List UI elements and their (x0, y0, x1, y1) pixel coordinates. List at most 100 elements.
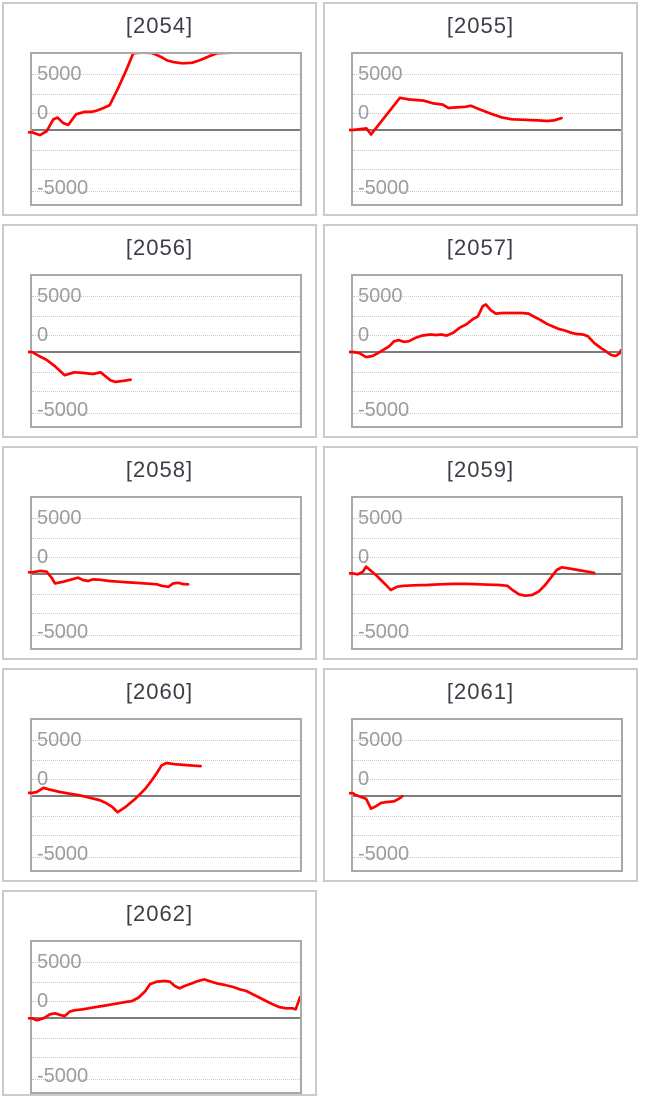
y-tick-label: -5000 (358, 399, 410, 421)
h-gridline (353, 779, 621, 780)
machine-chart-card: [2056] 5000 0 -5000 (2, 224, 317, 438)
h-gridline (353, 594, 621, 595)
h-gridline (353, 391, 621, 392)
y-tick-label: 5000 (37, 507, 82, 529)
h-gridline (32, 169, 300, 170)
zero-line (353, 351, 621, 353)
chart-title: [2059] (446, 457, 515, 482)
machine-chart-card: [2057] 5000 0 -5000 (323, 224, 638, 438)
h-gridline (32, 962, 300, 963)
y-tick-label: 5000 (358, 507, 403, 529)
y-tick-label: 5000 (358, 285, 403, 307)
h-gridline (32, 335, 300, 336)
h-gridline (32, 982, 300, 983)
trend-svg (349, 791, 404, 811)
chart-title: [2054] (125, 13, 194, 38)
y-tick-label: 0 (37, 990, 49, 1012)
plot-area: 5000 0 -5000 (349, 718, 623, 872)
y-tick-label: 5000 (37, 729, 82, 751)
zero-line (353, 129, 621, 131)
h-gridline (353, 150, 621, 151)
trend-svg (28, 761, 202, 814)
plot-area: 5000 0 -5000 (28, 52, 302, 206)
h-gridline (32, 760, 300, 761)
zero-line (32, 351, 300, 353)
trend-svg (349, 96, 563, 136)
h-gridline (32, 372, 300, 373)
h-gridline (353, 74, 621, 75)
h-gridline (353, 740, 621, 741)
trend-line (349, 565, 596, 598)
h-gridline (353, 296, 621, 297)
h-gridline (32, 538, 300, 539)
h-gridline (32, 113, 300, 114)
trend-line (28, 350, 132, 384)
plot-area: 5000 0 -5000 (28, 718, 302, 872)
h-gridline (32, 835, 300, 836)
chart-title: [2056] (125, 235, 194, 260)
chart-title: [2061] (446, 679, 515, 704)
machine-chart-card: [2061] 5000 0 -5000 (323, 668, 638, 882)
plot-area: 5000 0 -5000 (28, 940, 302, 1094)
y-tick-label: -5000 (37, 1065, 89, 1087)
machine-chart-card: [2055] 5000 0 -5000 (323, 2, 638, 216)
chart-title: [2058] (125, 457, 194, 482)
h-gridline (353, 538, 621, 539)
trend-svg (28, 569, 190, 589)
trend-line (28, 569, 190, 589)
h-gridline (353, 557, 621, 558)
plot-area: 5000 0 -5000 (28, 274, 302, 428)
h-gridline (32, 594, 300, 595)
y-tick-label: -5000 (358, 177, 410, 199)
y-tick-label: 0 (37, 324, 49, 346)
h-gridline (32, 1057, 300, 1058)
h-gridline (353, 857, 621, 858)
y-tick-label: -5000 (37, 843, 89, 865)
h-gridline (353, 518, 621, 519)
h-gridline (32, 635, 300, 636)
h-gridline (353, 816, 621, 817)
y-tick-label: -5000 (358, 843, 410, 865)
y-tick-label: 5000 (37, 951, 82, 973)
h-gridline (32, 779, 300, 780)
zero-line (32, 573, 300, 575)
h-gridline (353, 613, 621, 614)
h-gridline (32, 557, 300, 558)
zero-line (32, 129, 300, 131)
y-tick-label: -5000 (37, 621, 89, 643)
y-tick-label: 0 (358, 546, 370, 568)
h-gridline (32, 1079, 300, 1080)
y-tick-label: 0 (37, 768, 49, 790)
trend-svg (349, 303, 621, 359)
y-tick-label: 0 (358, 102, 370, 124)
h-gridline (353, 191, 621, 192)
h-gridline (32, 740, 300, 741)
machine-chart-card: [2054] 5000 0 -5000 (2, 2, 317, 216)
trend-svg (28, 350, 132, 384)
h-gridline (32, 613, 300, 614)
y-tick-label: 0 (358, 768, 370, 790)
y-tick-label: -5000 (37, 177, 89, 199)
trend-svg (28, 978, 300, 1022)
y-tick-label: 0 (358, 324, 370, 346)
trend-line (28, 761, 202, 814)
trend-svg (28, 54, 232, 137)
trend-line (28, 54, 232, 137)
h-gridline (353, 835, 621, 836)
zero-line (32, 1017, 300, 1019)
h-gridline (32, 413, 300, 414)
machine-chart-card: [2058] 5000 0 -5000 (2, 446, 317, 660)
h-gridline (353, 635, 621, 636)
trend-svg (349, 565, 596, 598)
plot-area: 5000 0 -5000 (349, 274, 623, 428)
h-gridline (353, 335, 621, 336)
h-gridline (353, 372, 621, 373)
trend-line (349, 791, 404, 811)
h-gridline (353, 316, 621, 317)
machine-chart-card: [2060] 5000 0 -5000 (2, 668, 317, 882)
h-gridline (32, 296, 300, 297)
zero-line (353, 573, 621, 575)
trend-line (28, 978, 300, 1022)
h-gridline (32, 150, 300, 151)
